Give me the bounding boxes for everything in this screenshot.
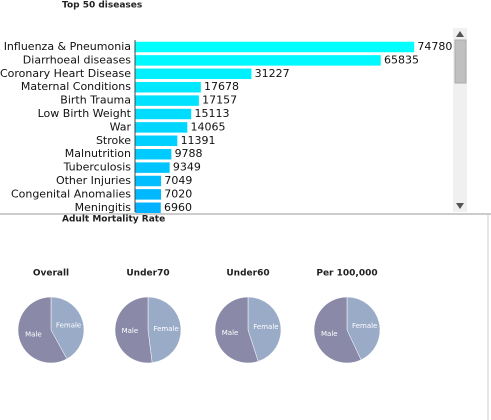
scroll-down[interactable]: [456, 203, 464, 209]
bar: [134, 148, 172, 160]
bar: [134, 68, 252, 80]
category-label: Malnutrition: [65, 147, 131, 160]
mortality-title: Adult Mortality Rate: [62, 215, 165, 225]
pie-title: Overall: [33, 269, 69, 279]
category-label: War: [110, 120, 132, 133]
category-label: Stroke: [96, 134, 131, 147]
bar: [134, 81, 202, 93]
pie-slice: [214, 296, 259, 364]
bar: [134, 108, 192, 120]
category-label: Low Birth Weight: [38, 107, 132, 120]
value-label: 17678: [204, 80, 239, 93]
value-label: 15113: [194, 107, 229, 120]
category-label: Influenza & Pneumonia: [4, 40, 131, 53]
category-label: Birth Trauma: [60, 94, 131, 107]
bar: [134, 175, 162, 187]
slice-label: Male: [122, 327, 139, 335]
category-label: Congenital Anomalies: [11, 187, 131, 200]
bar: [134, 188, 162, 201]
category-label: Maternal Conditions: [21, 80, 131, 93]
category-label: Coronary Heart Disease: [0, 67, 131, 80]
pie-title: Per 100,000: [316, 269, 377, 279]
value-label: 9349: [173, 161, 201, 174]
slice-label: Female: [56, 321, 81, 329]
value-label: 11391: [181, 134, 216, 147]
pie-title: Under70: [126, 269, 169, 279]
slice-label: Female: [352, 322, 377, 330]
pie-slice: [247, 296, 282, 362]
bar: [134, 41, 415, 53]
bar: [134, 202, 162, 213]
category-label: Diarrhoeal diseases: [23, 53, 131, 66]
slice-label: Male: [321, 330, 338, 338]
slice-label: Female: [153, 325, 178, 333]
slice-label: Male: [222, 329, 239, 337]
slice-label: Male: [25, 331, 42, 339]
category-label: Meningitis: [75, 201, 132, 214]
scroll-up[interactable]: [456, 31, 464, 37]
pie-slice: [147, 296, 182, 364]
pie-area: Overall Female Male Under70 Female Male Under6…: [17, 269, 381, 364]
bar: [134, 94, 200, 107]
bar: [134, 161, 171, 174]
scroll-thumb[interactable]: [454, 39, 467, 84]
bar: [134, 54, 382, 67]
value-label: 14065: [191, 120, 226, 133]
slice-label: Female: [253, 323, 278, 331]
value-label: 65835: [384, 53, 419, 66]
bar: [134, 121, 188, 134]
category-label: Other Injuries: [56, 174, 131, 187]
pie-slice: [313, 296, 362, 364]
value-label: 17157: [202, 94, 237, 107]
value-label: 31227: [255, 67, 290, 80]
bar-title: Top 50 diseases: [62, 1, 142, 11]
pie-slice: [17, 296, 68, 364]
value-label: 7020: [164, 187, 192, 200]
pie-slice: [346, 296, 381, 361]
value-label: 7049: [164, 174, 192, 187]
pie-slice: [50, 296, 85, 360]
category-label: Tuberculosis: [63, 161, 132, 174]
bar: [134, 135, 178, 147]
value-label: 6960: [164, 201, 192, 214]
pie-title: Under60: [226, 269, 269, 279]
value-label: 74780: [417, 40, 452, 53]
value-label: 9788: [175, 147, 203, 160]
bar-area: Influenza & Pneumonia 74780 Diarrhoeal dis…: [0, 40, 452, 214]
pie-slice: [114, 296, 153, 364]
